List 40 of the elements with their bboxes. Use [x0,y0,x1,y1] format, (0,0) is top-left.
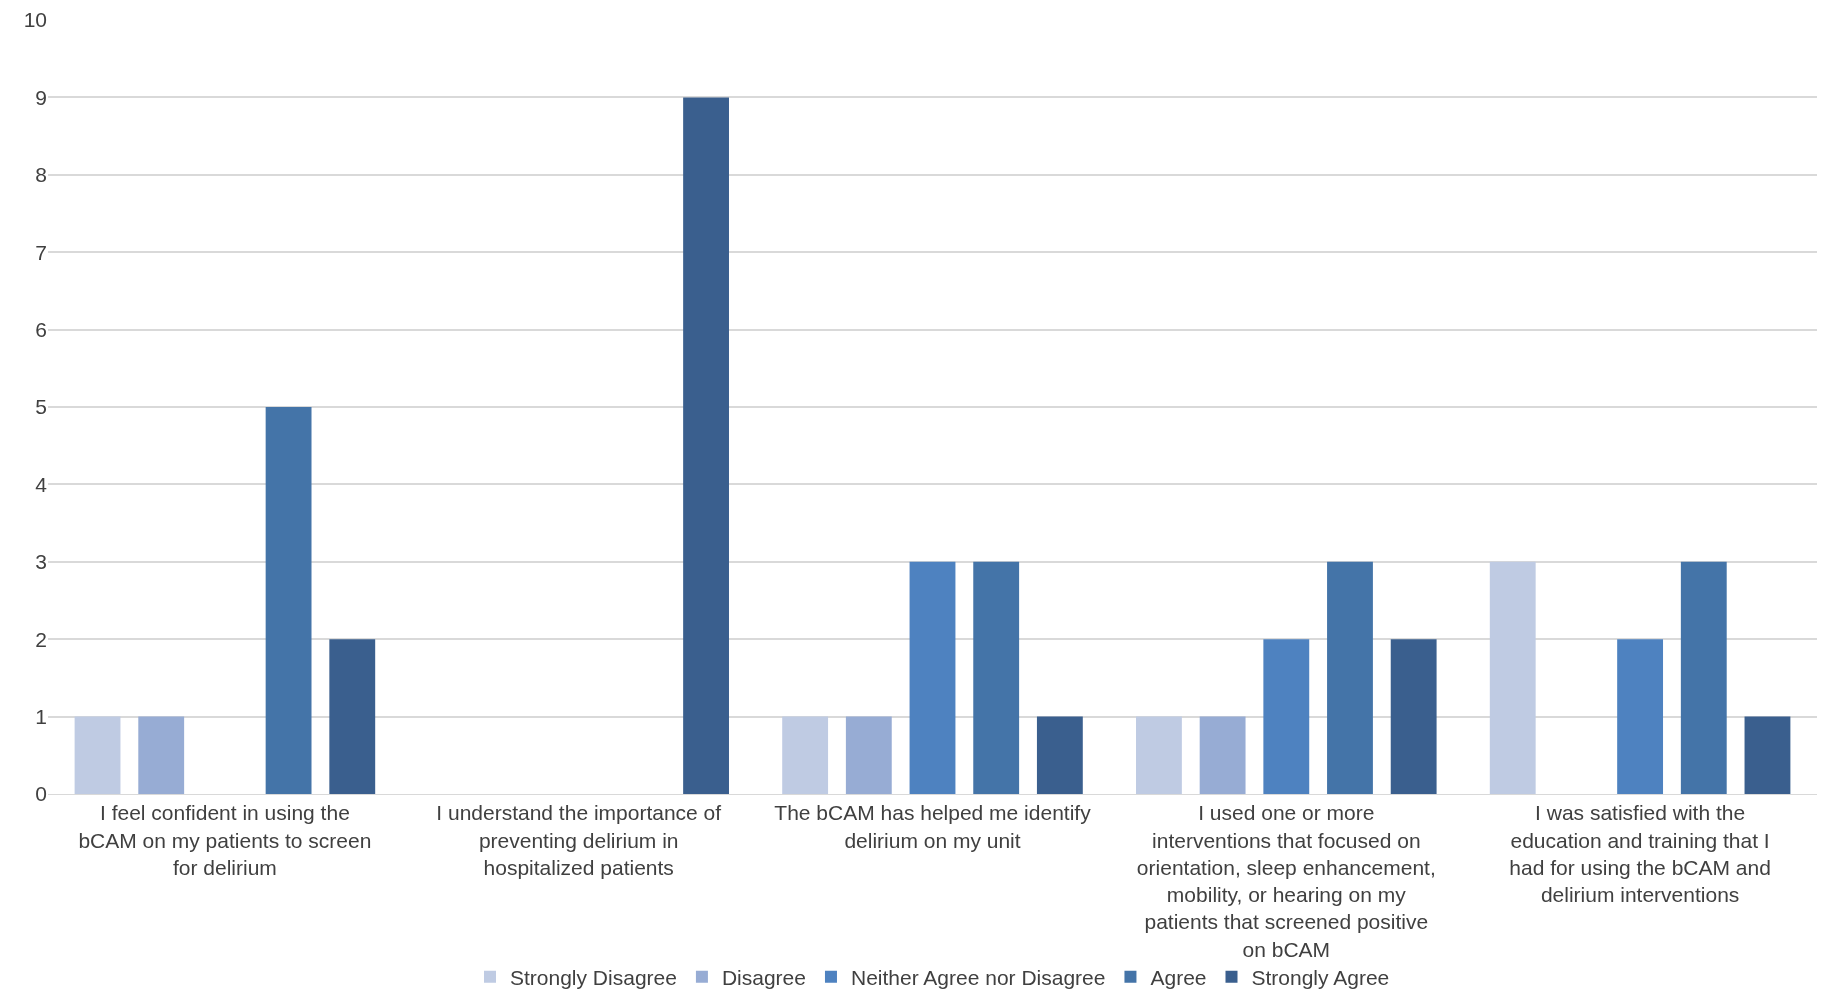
x-tick-label: I was satisfied with the education and training that I had for using the bCAM and delirium interventions [1509,801,1771,907]
bar [1199,716,1246,794]
y-tick-label: 4 [35,472,48,496]
legend-label: Neither Agree nor Disagree [850,965,1106,989]
y-tick-label: 9 [35,85,47,109]
bar [683,97,729,794]
x-tick-label: The bCAM has helped me identify delirium on my unit [774,801,1092,852]
bar [1489,561,1536,794]
y-tick-label: 3 [35,550,47,574]
bar [1744,716,1791,794]
legend-label: Strongly Agree [1251,965,1390,989]
bar [973,561,1020,794]
bar [265,407,312,794]
bar [74,716,121,794]
x-tick-label: I feel confident in using the bCAM on my patients to screen for delirium [78,801,372,879]
bar [1136,716,1182,794]
bar [909,561,956,794]
y-tick-label: 2 [35,627,47,651]
y-tick-label: 1 [35,704,47,728]
bar [1327,561,1373,794]
bar [1036,716,1083,794]
bar [782,716,829,794]
bar [1680,561,1727,794]
bar [329,639,376,794]
y-tick-label: 7 [35,240,47,264]
y-tick-label: 6 [35,317,47,341]
y-tick-label: 10 [23,8,47,32]
legend-label: Strongly Disagree [510,965,677,989]
legend-label: Disagree [721,965,806,989]
y-tick-label: 0 [35,782,47,806]
bar [138,716,185,794]
bar [1390,639,1437,794]
x-tick-label: I used one or more interventions that focused on orientation, sleep enhancement, mobility, or hearing on my patients that screened positive on bCAM [1136,801,1436,961]
bar [845,716,892,794]
bar [1617,639,1664,794]
bar [1263,639,1310,794]
legend-label: Agree [1150,965,1207,989]
x-tick-label: I understand the importance of preventing delirium in hospitalized patients [436,801,722,879]
y-tick-label: 8 [35,163,47,187]
y-tick-label: 5 [35,395,47,419]
